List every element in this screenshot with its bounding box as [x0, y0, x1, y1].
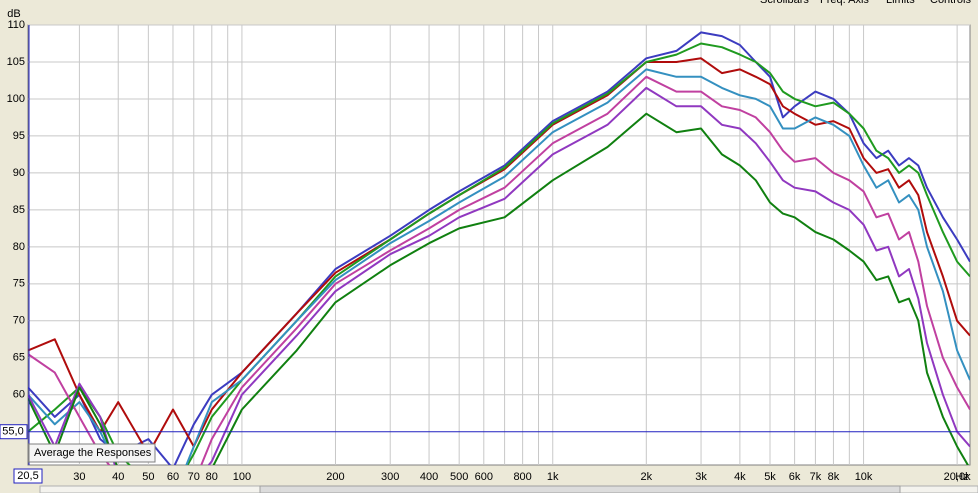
cursor-box — [0, 424, 28, 440]
x-tick-label: 50 — [142, 471, 154, 483]
y-tick-label: 80 — [13, 241, 25, 253]
x-tick-label: 4k — [734, 471, 746, 483]
response-curve — [28, 86, 970, 465]
x-tick-label: 5k — [764, 471, 776, 483]
x-tick-label: 800 — [513, 471, 531, 483]
toolbar-button[interactable]: Limits — [886, 0, 915, 6]
tooltip-box — [28, 443, 156, 463]
x-tick-label: 80 — [206, 471, 218, 483]
response-curve — [28, 68, 970, 465]
response-curve — [28, 31, 970, 465]
x-tick-label: 100 — [233, 471, 251, 483]
x-tick-label: 70 — [188, 471, 200, 483]
y-tick-label: 110 — [7, 19, 25, 31]
y-tick-label: 75 — [13, 278, 25, 290]
y-tick-label: 70 — [13, 315, 25, 327]
y-tick-label: 95 — [13, 130, 25, 142]
x-tick-label: 60 — [167, 471, 179, 483]
x-tick-label: 8k — [828, 471, 840, 483]
x-tick-label: 20,0k — [944, 471, 971, 483]
toolbar-button[interactable]: Controls — [930, 0, 971, 6]
toolbar-button[interactable]: Freq. Axis — [820, 0, 869, 6]
y-tick-label: 105 — [7, 56, 25, 68]
x-unit: Hz — [955, 471, 968, 483]
response-curve — [28, 57, 970, 455]
toolbar-button[interactable]: Scrollbars — [760, 0, 809, 6]
response-curve — [28, 75, 970, 465]
y-tick-label: 65 — [13, 352, 25, 364]
x-tick-label: 2k — [640, 471, 652, 483]
x-tick-label: 40 — [112, 471, 124, 483]
cursor-box — [13, 468, 43, 484]
y-tick-label: 100 — [7, 93, 25, 105]
cursor-label: 20,5 — [17, 470, 38, 482]
x-tick-label: 7k — [810, 471, 822, 483]
response-curve — [28, 112, 970, 465]
x-tick-label: 400 — [420, 471, 438, 483]
x-tick-label: 300 — [381, 471, 399, 483]
y-tick-label: 90 — [13, 167, 25, 179]
scrollbar-thumb[interactable] — [259, 485, 901, 493]
tooltip: Average the Responses — [34, 447, 152, 459]
plot-area — [27, 24, 971, 466]
x-tick-label: 600 — [475, 471, 493, 483]
x-tick-label: 3k — [695, 471, 707, 483]
y-unit: dB — [7, 8, 20, 20]
x-tick-label: 10k — [855, 471, 873, 483]
y-tick-label: 85 — [13, 204, 25, 216]
x-tick-label: 500 — [450, 471, 468, 483]
x-tick-label: 6k — [789, 471, 801, 483]
x-tick-label: 30 — [73, 471, 85, 483]
response-curve — [28, 42, 970, 465]
x-tick-label: 1k — [547, 471, 559, 483]
y-tick-label: 60 — [13, 389, 25, 401]
cursor-label: 55,0 — [2, 426, 23, 438]
x-tick-label: 200 — [326, 471, 344, 483]
